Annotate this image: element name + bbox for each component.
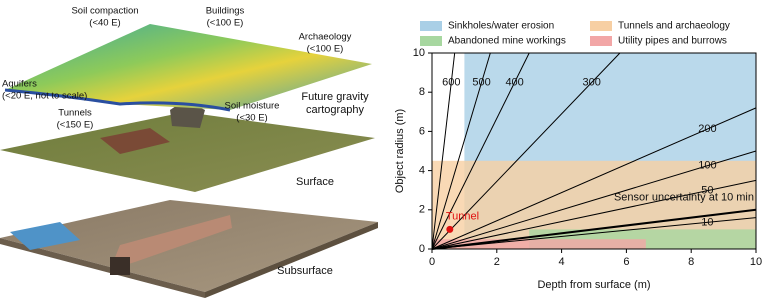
line: [431, 107, 757, 250]
legend-swatch: [590, 36, 612, 46]
label: Archaeology: [299, 32, 352, 43]
line-label: 600: [442, 76, 460, 88]
y-tick-label: 8: [419, 86, 425, 98]
subsurface-layer: [0, 200, 378, 292]
line-label: 10: [701, 216, 713, 228]
line: [431, 52, 621, 250]
label: (<30 E): [236, 113, 267, 124]
x-tick-label: 0: [429, 256, 435, 268]
label: Buildings: [206, 6, 245, 17]
layer-edge: [0, 238, 205, 298]
field: [100, 128, 170, 154]
gravity-map-edge: [4, 88, 231, 112]
line: [431, 208, 757, 250]
y-tick-label: 2: [419, 204, 425, 216]
legend-label: Abandoned mine workings: [448, 36, 566, 47]
y-tick-label: 0: [419, 243, 425, 255]
legend-swatch: [420, 21, 442, 31]
x-tick-label: 2: [494, 256, 500, 268]
label: Subsurface: [277, 265, 333, 277]
chart: Sinkholes/water erosion Tunnels and archa…: [394, 21, 762, 291]
label: Future gravity: [301, 91, 369, 103]
x-tick-label: 6: [623, 256, 629, 268]
line: [431, 150, 757, 250]
line-label: 300: [583, 76, 601, 88]
point: [446, 225, 454, 233]
label: Soil moisture: [225, 101, 280, 112]
y-tick-label: 6: [419, 125, 425, 137]
surface-layer: [0, 112, 375, 192]
illustration: Soil compaction (<40 E) Buildings (<100 …: [0, 6, 378, 298]
label: Aquifers: [2, 79, 37, 90]
label: (<40 E): [89, 18, 120, 29]
x-tick-label: 8: [688, 256, 694, 268]
label: (<20 E, not to scale): [2, 91, 87, 102]
line: [431, 179, 757, 250]
label: (<100 E): [307, 44, 344, 55]
label: Tunnels: [58, 108, 92, 119]
line-label: 50: [701, 185, 713, 197]
line-label: 500: [472, 76, 490, 88]
line: [431, 217, 757, 250]
label: (<100 E): [207, 18, 244, 29]
layer-edge: [205, 222, 378, 298]
y-tick-label: 10: [413, 47, 425, 59]
line: [431, 52, 491, 250]
label: Surface: [296, 176, 334, 188]
legend-swatch: [590, 21, 612, 31]
point-label: Tunnel: [446, 210, 479, 222]
legend-swatch: [420, 36, 442, 46]
x-tick-label: 10: [750, 256, 762, 268]
line-label: Sensor uncertainty at 10 min: [614, 192, 754, 204]
y-axis-label: Object radius (m): [394, 109, 406, 193]
y-tick-label: 4: [419, 165, 425, 177]
x-tick-label: 4: [559, 256, 565, 268]
legend-label: Tunnels and archaeology: [618, 21, 730, 32]
line-label: 100: [698, 160, 716, 172]
label: Soil compaction: [71, 6, 138, 17]
line-label: 200: [698, 123, 716, 135]
line-label: 400: [505, 76, 523, 88]
tunnel-entrance: [110, 257, 130, 275]
line: [431, 52, 530, 250]
line: [431, 52, 456, 250]
tunnel: [110, 215, 232, 270]
label: cartography: [306, 104, 365, 116]
label: (<150 E): [57, 120, 94, 131]
gravity-map: [5, 24, 372, 110]
region: [432, 239, 646, 249]
legend-label: Utility pipes and burrows: [618, 36, 727, 47]
legend-label: Sinkholes/water erosion: [448, 21, 554, 32]
x-axis-label: Depth from surface (m): [537, 279, 650, 291]
aquifer: [10, 222, 80, 250]
plot-frame: [431, 52, 757, 250]
